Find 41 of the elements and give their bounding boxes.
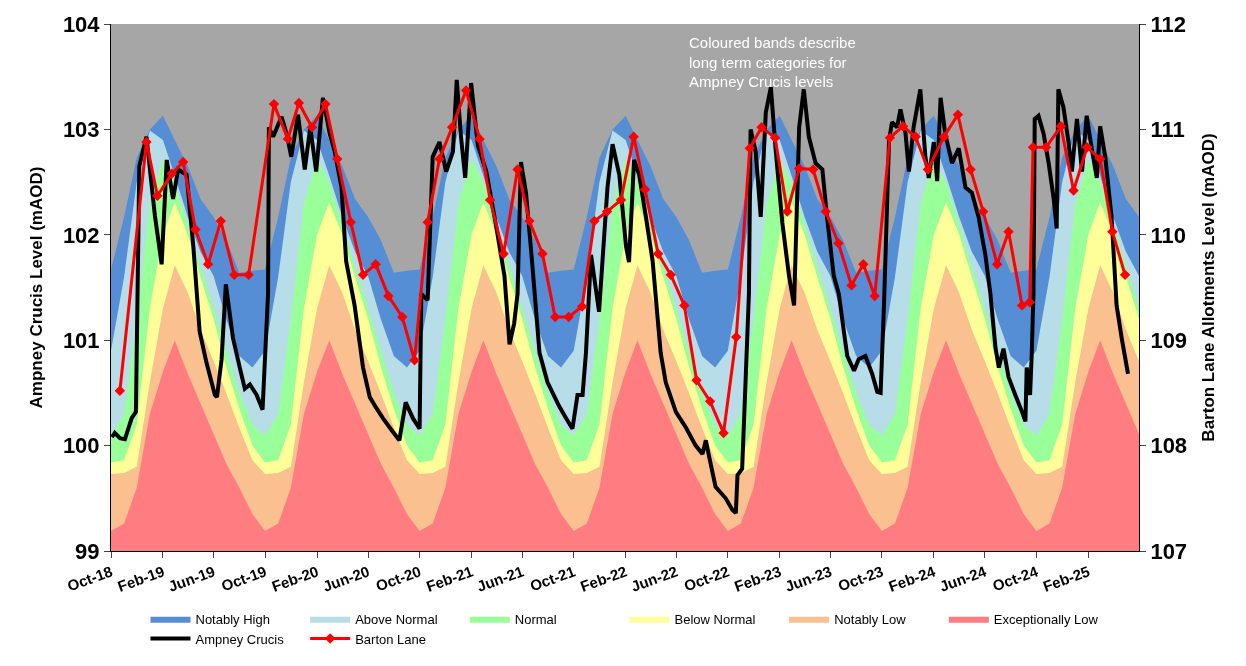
x-tick-label: Feb-19 <box>115 562 167 595</box>
x-tick-label: Oct-22 <box>681 562 732 595</box>
y-tick-label: 100 <box>62 433 100 459</box>
x-tick-label: Oct-23 <box>835 562 886 595</box>
y-tick-label: 102 <box>62 222 100 248</box>
x-tick-label: Jun-20 <box>320 562 372 595</box>
y-tick-label: 101 <box>62 327 100 353</box>
y2-tick-label: 111 <box>1150 117 1185 143</box>
y2-tick-label: 108 <box>1150 433 1188 459</box>
legend-label: Barton Lane <box>355 631 427 647</box>
y2-tick-label: 112 <box>1150 11 1186 37</box>
x-tick-label: Jun-23 <box>782 562 834 595</box>
y2-tick-label: 109 <box>1150 327 1188 353</box>
x-tick-label: Feb-21 <box>423 562 476 595</box>
legend-label: Above Normal <box>355 611 438 627</box>
y-tick-label: 103 <box>62 117 100 143</box>
x-tick-label: Jun-19 <box>165 562 218 595</box>
x-tick-label: Oct-18 <box>64 562 115 595</box>
legend-label: Ampney Crucis <box>195 631 285 647</box>
x-tick-label: Oct-21 <box>527 562 578 595</box>
legend-label: Below Normal <box>674 611 756 627</box>
y-tick-label: 104 <box>62 11 101 37</box>
y2-axis-title: Barton Lane Allotments Level (mAOD) <box>1198 133 1218 442</box>
legend-label: Notably High <box>195 611 270 627</box>
y-tick-label: 99 <box>75 538 100 564</box>
annotation: Coloured bands describe long term categories for Ampney Crucis levels <box>689 34 856 90</box>
legend-label: Notably Low <box>834 611 907 627</box>
x-tick-label: Jun-24 <box>937 562 990 595</box>
x-tick-label: Oct-19 <box>218 562 269 595</box>
x-tick-label: Feb-23 <box>732 562 784 595</box>
x-tick-label: Feb-22 <box>577 562 630 595</box>
y2-tick-label: 110 <box>1150 222 1186 248</box>
x-tick-label: Oct-20 <box>373 562 424 595</box>
y2-tick-label: 107 <box>1150 538 1188 564</box>
legend-label: Normal <box>514 611 557 627</box>
x-tick-label: Jun-21 <box>474 562 526 595</box>
y-axis-title: Ampney Crucis Level (mAOD) <box>27 166 47 409</box>
x-tick-label: Feb-20 <box>269 562 321 595</box>
legend-label: Exceptionally Low <box>993 611 1099 627</box>
x-tick-label: Jun-22 <box>628 562 680 595</box>
x-tick-label: Oct-24 <box>990 562 1041 595</box>
